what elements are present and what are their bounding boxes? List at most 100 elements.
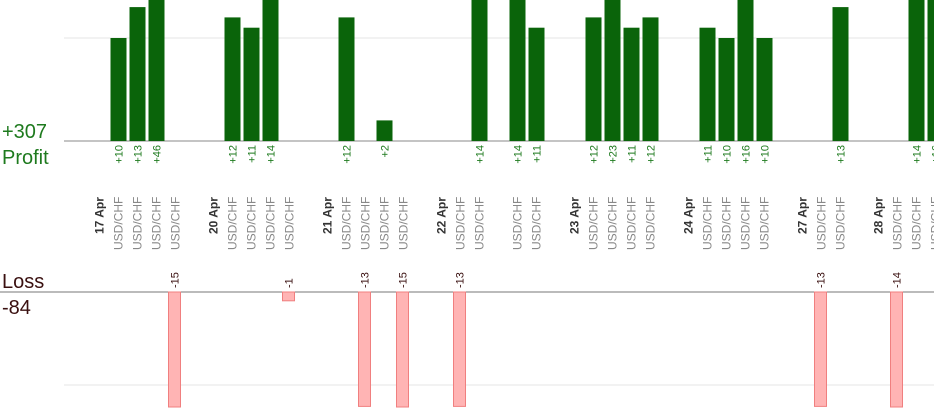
date-label: 17 Apr: [93, 197, 107, 234]
loss-total: -84: [2, 297, 31, 319]
date-label: 27 Apr: [796, 197, 810, 234]
profit-bar: [262, 0, 279, 141]
profit-bar: [699, 27, 716, 142]
profit-value-label: +14: [513, 145, 525, 164]
date-label: 22 Apr: [435, 197, 449, 234]
profit-bar: [509, 0, 526, 141]
profit-value-label: +12: [342, 145, 354, 164]
pair-label: USD/CHF: [511, 197, 525, 250]
profit-value-label: +13: [836, 145, 848, 164]
loss-bar: [282, 291, 295, 302]
pair-label: USD/CHF: [112, 197, 126, 250]
pair-label: USD/CHF: [530, 197, 544, 250]
profit-bar: [623, 27, 640, 142]
loss-value-label: -13: [816, 272, 828, 288]
profit-value-label: +10: [114, 145, 126, 164]
profit-value-label: +14: [266, 145, 278, 164]
profit-value-label: +11: [247, 145, 259, 163]
loss-value-label: -15: [170, 272, 182, 288]
profit-bar: [737, 0, 754, 141]
profit-bar: [338, 17, 355, 141]
profit-value-label: +2: [380, 145, 392, 158]
date-label: 23 Apr: [568, 197, 582, 234]
pair-label: USD/CHF: [359, 197, 373, 250]
profit-value-label: +14: [475, 145, 487, 164]
pair-label: USD/CHF: [378, 197, 392, 250]
profit-value-label: +46: [152, 145, 164, 164]
profit-bar: [604, 0, 621, 141]
profit-bar: [376, 120, 393, 141]
profit-value-label: +12: [646, 145, 658, 164]
date-label: 21 Apr: [321, 197, 335, 234]
profit-value-label: +16: [931, 145, 934, 164]
pair-label: USD/CHF: [150, 197, 164, 250]
pair-label: USD/CHF: [739, 197, 753, 250]
profit-bar: [642, 17, 659, 141]
profit-bar: [832, 7, 849, 141]
profit-caption: Profit: [2, 147, 49, 169]
profit-bar: [908, 0, 925, 141]
loss-value-label: -13: [360, 272, 372, 288]
pair-label: USD/CHF: [397, 197, 411, 250]
profit-value-label: +12: [228, 145, 240, 164]
pair-label: USD/CHF: [473, 197, 487, 250]
loss-bar: [453, 291, 466, 407]
profit-value-label: +11: [703, 145, 715, 163]
loss-bar: [396, 291, 409, 408]
profit-bar: [718, 38, 735, 141]
pair-label: USD/CHF: [644, 197, 658, 250]
loss-value-label: -15: [398, 272, 410, 288]
profit-bar: [224, 17, 241, 141]
profit-bar: [528, 27, 545, 142]
pair-label: USD/CHF: [891, 197, 905, 250]
profit-bar: [243, 27, 260, 142]
pair-label: USD/CHF: [625, 197, 639, 250]
loss-caption: Loss: [2, 271, 44, 293]
bars-layer: [110, 0, 934, 408]
profit-bar: [927, 0, 934, 141]
pair-label: USD/CHF: [834, 197, 848, 250]
pair-label: USD/CHF: [340, 197, 354, 250]
profit-value-label: +12: [589, 145, 601, 164]
pair-label: USD/CHF: [131, 197, 145, 250]
profit-value-label: +14: [912, 145, 924, 164]
profit-bar: [585, 17, 602, 141]
loss-value-label: -14: [892, 272, 904, 288]
pair-label: USD/CHF: [454, 197, 468, 250]
pair-label: USD/CHF: [226, 197, 240, 250]
loss-bar: [358, 291, 371, 407]
profit-value-label: +11: [532, 145, 544, 163]
pair-label: USD/CHF: [245, 197, 259, 250]
pair-label: USD/CHF: [283, 197, 297, 250]
profit-bar: [148, 0, 165, 141]
labels-layer: 17 Apr USD/CHF +10 USD/CHF +13 USD/CHF +46 USD/…: [93, 145, 934, 288]
profit-bar: [471, 0, 488, 141]
loss-bar: [814, 291, 827, 407]
pair-label: USD/CHF: [169, 197, 183, 250]
profit-bar: [110, 38, 127, 141]
pair-label: USD/CHF: [910, 197, 924, 250]
profit-value-label: +23: [608, 145, 620, 164]
profit-total: +307: [2, 121, 47, 143]
profit-value-label: +16: [741, 145, 753, 164]
date-label: 24 Apr: [682, 197, 696, 234]
loss-bar: [890, 291, 903, 408]
profit-value-label: +10: [760, 145, 772, 164]
pair-label: USD/CHF: [606, 197, 620, 250]
profit-bar: [756, 38, 773, 141]
loss-value-label: -13: [455, 272, 467, 288]
loss-bar: [168, 291, 181, 408]
pair-label: USD/CHF: [720, 197, 734, 250]
profit-bar: [129, 7, 146, 141]
loss-value-label: -1: [284, 278, 296, 288]
pair-label: USD/CHF: [758, 197, 772, 250]
pair-label: USD/CHF: [701, 197, 715, 250]
profit-value-label: +11: [627, 145, 639, 163]
pair-label: USD/CHF: [264, 197, 278, 250]
pair-label: USD/CHF: [587, 197, 601, 250]
profit-value-label: +10: [722, 145, 734, 164]
pair-label: USD/CHF: [815, 197, 829, 250]
profit-value-label: +13: [133, 145, 145, 164]
pair-label: USD/CHF: [929, 197, 934, 250]
